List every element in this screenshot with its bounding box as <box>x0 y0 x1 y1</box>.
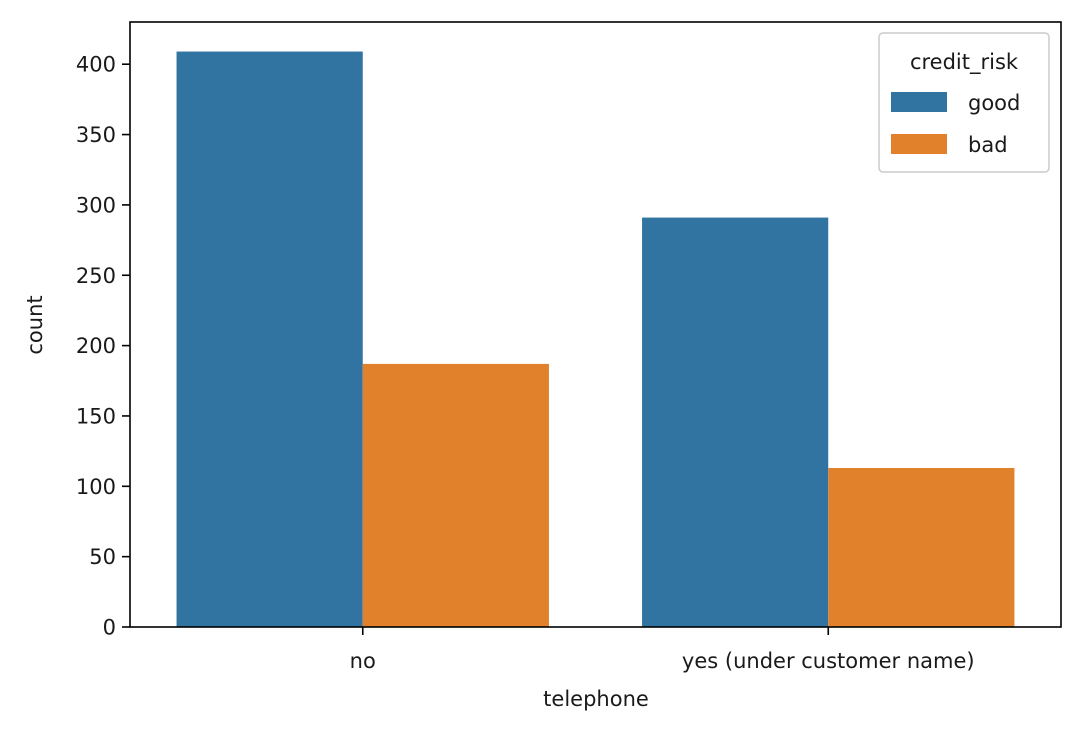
legend-label-good: good <box>968 91 1020 115</box>
y-tick-label: 150 <box>76 404 116 428</box>
y-tick-label: 250 <box>76 264 116 288</box>
legend-title: credit_risk <box>910 50 1019 75</box>
y-tick-label: 400 <box>76 53 116 77</box>
x-tick-label: no <box>350 649 376 673</box>
legend-swatch-good <box>891 92 947 112</box>
x-axis-label: telephone <box>543 687 649 711</box>
y-tick-label: 0 <box>103 616 116 640</box>
legend: credit_risk good bad <box>878 32 1050 173</box>
bar-good-0 <box>176 51 363 628</box>
y-tick-label: 50 <box>89 545 116 569</box>
bar-bad-1 <box>828 468 1015 627</box>
legend-label-bad: bad <box>968 133 1008 157</box>
bar-good-1 <box>642 217 829 627</box>
y-tick-label: 100 <box>76 475 116 499</box>
legend-swatch-bad <box>891 134 947 154</box>
y-tick-label: 300 <box>76 193 116 217</box>
plot-frame <box>129 21 1062 628</box>
y-tick-label: 350 <box>76 123 116 147</box>
y-tick-label: 200 <box>76 334 116 358</box>
y-axis: 0 50 100 150 200 250 300 350 400 <box>76 53 130 640</box>
x-axis: no yes (under customer name) <box>350 627 975 673</box>
bars-group <box>176 51 1015 628</box>
bar-bad-0 <box>362 363 549 627</box>
y-axis-label: count <box>23 295 47 354</box>
x-tick-label: yes (under customer name) <box>682 649 975 673</box>
